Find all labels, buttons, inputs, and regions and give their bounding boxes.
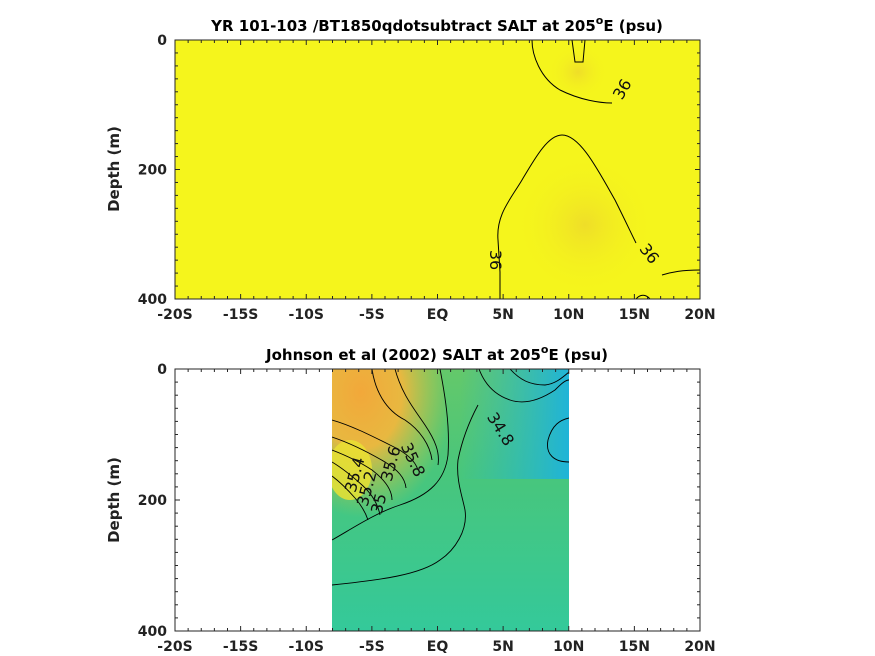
- x-tick-label: 20N: [684, 639, 715, 655]
- panel-2-contour: [547, 417, 569, 463]
- panel-1-y-tick-labels: 0 200 400: [138, 33, 167, 308]
- panel-1-title: YR 101-103 /BT1850qdotsubtract SALT at 2…: [210, 14, 663, 35]
- panel-2-y-tick-labels: 0 200 400: [138, 362, 167, 640]
- x-tick-label: -10S: [289, 639, 324, 655]
- panel-1-ticks: [174, 39, 701, 300]
- y-tick-label: 0: [157, 362, 167, 378]
- panel-2-contour: [478, 369, 569, 403]
- x-tick-label: -5S: [359, 307, 385, 323]
- panel-1-saltier-patch-surface: [548, 44, 608, 100]
- panel-1-x-tick-labels: -20S -15S -10S -5S EQ 5N 10N 15N 20N: [157, 307, 715, 323]
- panel-2-y-axis-label: Depth (m): [105, 457, 123, 543]
- panel-2-field: [332, 369, 569, 631]
- y-tick-label: 0: [157, 33, 167, 49]
- x-tick-label: 20N: [684, 307, 715, 323]
- panel-2-contours: [332, 369, 569, 586]
- panel-1-saltier-patch-deep: [515, 155, 655, 295]
- x-tick-label: EQ: [427, 307, 449, 323]
- panel-1-field: [175, 40, 700, 299]
- y-tick-label: 200: [138, 163, 167, 179]
- panel-1-contour-36-b: [571, 40, 586, 63]
- y-tick-label: 400: [138, 624, 167, 640]
- panel-1-contour-36-e: [635, 294, 651, 299]
- panel-2-ticks: [174, 368, 701, 632]
- panel-2-contour: [332, 436, 407, 489]
- panel-2-contour: [509, 369, 569, 386]
- x-tick-label: -20S: [157, 307, 192, 323]
- y-tick-label: 400: [138, 292, 167, 308]
- panel-1-contour-36-d: [661, 269, 700, 276]
- panel-2-contour: [394, 369, 439, 466]
- panel-2-contour: [332, 369, 449, 541]
- x-tick-label: 10N: [553, 307, 584, 323]
- panel-2: Johnson et al (2002) SALT at 205oE (psu): [105, 343, 716, 655]
- x-tick-label: EQ: [427, 639, 449, 655]
- panel-1-y-axis-label: Depth (m): [105, 126, 123, 212]
- panel-2-contour: [371, 369, 433, 461]
- panel-2-x-tick-labels: -20S -15S -10S -5S EQ 5N 10N 15N 20N: [157, 639, 715, 655]
- panel-1: YR 101-103 /BT1850qdotsubtract SALT at 2…: [105, 14, 716, 323]
- x-tick-label: -20S: [157, 639, 192, 655]
- panel-1-contour-36-c: [497, 134, 637, 299]
- panel-2-contour-label: 35: [367, 491, 391, 516]
- x-tick-label: -5S: [359, 639, 385, 655]
- x-tick-label: 10N: [553, 639, 584, 655]
- panel-2-contour: [332, 475, 369, 521]
- x-tick-label: 15N: [619, 639, 650, 655]
- x-tick-label: 5N: [492, 307, 513, 323]
- x-tick-label: -10S: [289, 307, 324, 323]
- x-tick-label: 5N: [492, 639, 513, 655]
- panel-2-contour: [332, 461, 381, 516]
- panel-1-contour-36-a: [531, 40, 613, 104]
- x-tick-label: 15N: [619, 307, 650, 323]
- panel-2-title: Johnson et al (2002) SALT at 205oE (psu): [265, 343, 608, 364]
- x-tick-label: -15S: [223, 307, 258, 323]
- y-tick-label: 200: [138, 493, 167, 509]
- panel-2-contour: [332, 449, 393, 501]
- panel-2-contour: [332, 419, 419, 471]
- panel-2-contour: [332, 404, 479, 586]
- x-tick-label: -15S: [223, 639, 258, 655]
- panel-1-contour-label: 36: [486, 250, 505, 270]
- panel-2-fresh-patch: [460, 369, 569, 479]
